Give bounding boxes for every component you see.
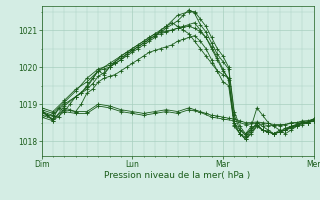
- X-axis label: Pression niveau de la mer( hPa ): Pression niveau de la mer( hPa ): [104, 171, 251, 180]
